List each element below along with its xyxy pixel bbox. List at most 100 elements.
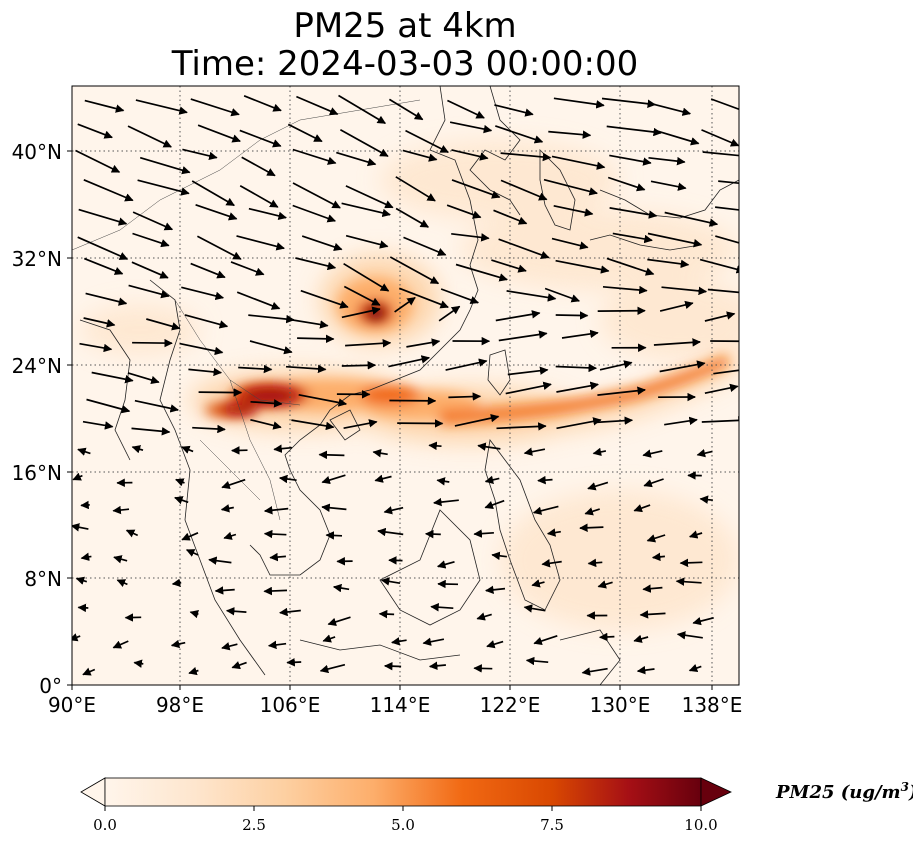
wind-arrow xyxy=(548,130,592,139)
wind-arrow xyxy=(292,182,341,209)
wind-arrow xyxy=(525,656,549,666)
colorbar-label: PM25 (ug/m3) xyxy=(776,780,913,803)
wind-arrow xyxy=(597,580,613,589)
wind-arrow xyxy=(250,418,282,430)
wind-arrow xyxy=(190,262,226,279)
wind-vectors xyxy=(72,94,739,676)
wind-arrow xyxy=(181,532,199,541)
wind-arrow xyxy=(405,129,449,154)
wind-arrow xyxy=(699,258,739,274)
wind-arrow xyxy=(507,366,549,376)
wind-arrow xyxy=(553,97,605,109)
wind-arrow xyxy=(325,531,343,540)
x-tick-98e: 98°E xyxy=(155,693,205,717)
wind-arrow xyxy=(291,419,335,431)
wind-arrow xyxy=(544,287,580,303)
wind-arrow xyxy=(424,529,441,539)
wind-arrow xyxy=(239,184,279,208)
wind-arrow xyxy=(131,261,169,279)
wind-arrow xyxy=(131,427,171,436)
wind-arrow xyxy=(484,499,505,509)
wind-arrow xyxy=(372,449,388,458)
wind-arrow xyxy=(664,211,719,227)
wind-arrow xyxy=(561,329,599,339)
wind-arrow xyxy=(642,449,663,458)
wind-arrow xyxy=(374,474,392,483)
wind-arrow xyxy=(91,371,134,384)
wind-arrow xyxy=(389,256,440,285)
wind-arrow xyxy=(113,555,128,564)
wind-arrow xyxy=(476,612,492,621)
wind-arrow xyxy=(286,318,329,329)
wind-arrow xyxy=(339,128,389,157)
wind-arrow xyxy=(182,148,218,161)
wind-arrow xyxy=(555,363,598,373)
wind-arrow xyxy=(300,289,349,309)
wind-arrow xyxy=(278,474,297,484)
wind-arrow xyxy=(533,634,558,646)
wind-arrow xyxy=(430,602,454,612)
wind-arrow xyxy=(643,478,664,488)
wind-arrow xyxy=(422,637,445,646)
colorbar-tick-7-5: 7.5 xyxy=(540,816,564,834)
wind-arrow xyxy=(238,364,273,374)
wind-arrow xyxy=(579,523,604,533)
wind-arrow xyxy=(338,94,387,125)
wind-arrow xyxy=(322,634,336,643)
wind-arrow xyxy=(77,123,113,139)
wind-arrow xyxy=(715,206,739,211)
wind-arrow xyxy=(80,552,92,562)
wind-arrow xyxy=(500,179,548,201)
wind-arrow xyxy=(653,338,701,347)
wind-arrow xyxy=(380,577,401,586)
wind-arrow xyxy=(301,235,343,251)
wind-arrow xyxy=(701,129,739,147)
wind-arrow xyxy=(336,151,377,167)
wind-arrow xyxy=(192,424,226,434)
wind-arrow xyxy=(642,584,663,593)
wind-arrow xyxy=(704,383,739,395)
wind-arrow xyxy=(286,658,302,667)
wind-arrow xyxy=(343,419,378,430)
wind-arrow xyxy=(473,664,493,673)
wind-arrow xyxy=(208,556,232,565)
wind-arrow xyxy=(327,616,351,626)
x-tick-122e: 122°E xyxy=(479,693,541,717)
map-frame xyxy=(71,85,740,686)
wind-arrow xyxy=(451,232,490,242)
wind-arrow xyxy=(189,609,199,619)
wind-arrow xyxy=(267,640,287,650)
wind-arrow xyxy=(295,257,337,271)
wind-arrow xyxy=(197,124,241,143)
wind-arrow xyxy=(134,399,179,413)
wind-arrow xyxy=(131,445,144,454)
wind-arrow xyxy=(647,232,703,248)
wind-arrow xyxy=(345,185,394,209)
wind-arrow xyxy=(298,393,348,407)
wind-arrow xyxy=(191,180,235,207)
wind-arrow xyxy=(599,360,633,371)
wind-arrow xyxy=(285,364,327,374)
colorbar-label-text: PM25 (ug/m xyxy=(776,782,901,803)
wind-arrow xyxy=(498,330,548,342)
wind-arrow xyxy=(184,314,229,329)
wind-arrow xyxy=(133,659,144,668)
wind-arrow xyxy=(609,207,658,219)
wind-arrow xyxy=(606,125,662,137)
wind-arrow xyxy=(296,95,339,116)
colorbar-max-extension xyxy=(700,777,732,807)
wind-arrow xyxy=(128,284,170,299)
wind-arrow xyxy=(139,156,191,175)
wind-arrow xyxy=(661,286,708,296)
wind-arrow xyxy=(181,286,225,301)
wind-arrow xyxy=(556,381,599,393)
wind-arrow xyxy=(555,259,610,274)
wind-arrow xyxy=(676,631,703,640)
wind-arrow xyxy=(77,603,89,613)
wind-arrow xyxy=(598,632,615,642)
wind-arrow xyxy=(112,640,129,649)
wind-arrow xyxy=(451,179,501,199)
wind-arrow xyxy=(332,583,350,593)
wind-arrow xyxy=(86,398,131,414)
wind-arrow xyxy=(440,288,479,305)
